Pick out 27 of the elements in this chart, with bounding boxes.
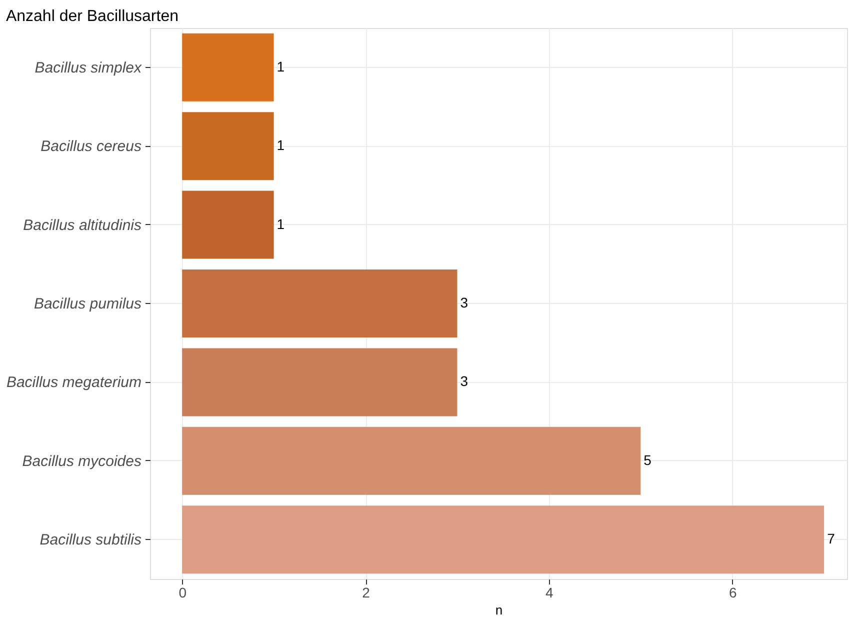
data-label: 1 [276,137,285,154]
data-label: 3 [460,373,468,390]
data-label: 5 [644,452,652,468]
bar [182,270,458,338]
bar [182,33,274,102]
y-tick-label: Bacillus subtilis [40,532,142,549]
y-tick-label: Bacillus simplex [34,59,142,76]
y-tick-label: Bacillus altitudinis [23,216,142,234]
x-tick-label: 2 [362,584,370,600]
x-tick-label: 6 [728,584,737,600]
bar [182,190,274,259]
data-label: 1 [276,216,285,232]
bar [182,426,641,495]
data-label: 3 [460,294,468,310]
chart-title: Anzahl der Bacillusarten [6,8,178,25]
x-tick-label: 4 [546,584,554,600]
bar [182,506,824,574]
y-tick-label: Bacillus megaterium [6,374,142,392]
x-axis-title: n [495,602,503,618]
x-tick-label: 0 [178,584,187,600]
y-tick-label: Bacillus pumilus [34,296,142,312]
y-tick-label: Bacillus cereus [40,138,142,156]
bar [182,348,458,416]
bar [182,112,274,180]
data-label: 7 [827,530,836,547]
y-tick-label: Bacillus mycoides [22,452,142,470]
data-label: 1 [276,58,285,74]
